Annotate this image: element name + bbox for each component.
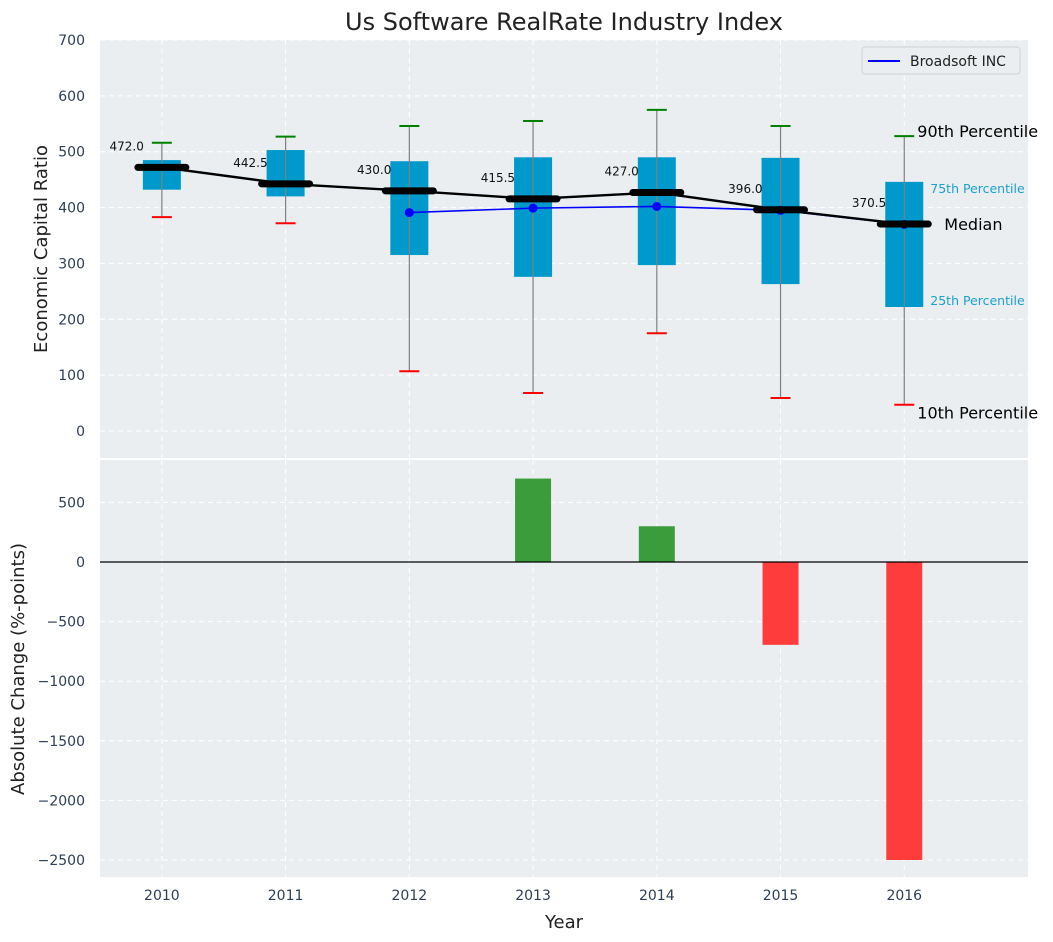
bar-2013 [515,478,552,562]
upper-plot-background [100,40,1028,458]
legend-entry-label: Broadsoft INC [910,54,1006,70]
p75-annotation: 75th Percentile [930,181,1025,196]
x-tick-label: 2016 [886,888,922,904]
upper-y-tick-label: 300 [58,256,85,272]
lower-y-tick-label: 0 [76,555,85,571]
bar-2014 [638,526,675,562]
bar-series [515,478,923,860]
upper-y-tick-label: 500 [58,145,85,161]
x-axis-label: Year [544,912,584,933]
x-tick-label: 2010 [144,888,180,904]
lower-y-axis-label: Absolute Change (%-points) [8,543,29,795]
x-ticks: 2010 2011 2012 2013 2014 2015 2016 [144,888,922,904]
median-annotation: Median [944,215,1002,234]
p10-annotation: 10th Percentile [917,404,1038,423]
broadsoft-point [652,201,662,211]
chart-title: Us Software RealRate Industry Index [345,8,783,36]
p90-annotation: 90th Percentile [917,122,1038,141]
legend: Broadsoft INC [861,46,1021,75]
median-value-label: 430.0 [357,163,391,177]
upper-y-tick-label: 400 [58,201,85,217]
lower-y-tick-label: −500 [47,615,85,631]
median-value-label: 415.5 [481,171,515,185]
upper-boxplot-axes: 0 100 200 300 400 500 600 700 472.0 442.5 430.0 41… [31,33,1038,458]
legend-box [861,46,1021,75]
x-tick-label: 2011 [268,888,304,904]
upper-y-ticks: 0 100 200 300 400 500 600 700 [58,33,85,440]
bar-2016 [886,562,923,860]
median-point-2016 [900,220,909,229]
median-value-label: 442.5 [233,156,267,170]
x-tick-label: 2013 [515,888,551,904]
median-value-label: 396.0 [728,182,762,196]
upper-y-tick-label: 0 [76,424,85,440]
broadsoft-point [528,203,538,213]
lower-y-tick-label: −1500 [38,734,85,750]
lower-plot-background [100,460,1028,877]
p25-annotation: 25th Percentile [930,293,1025,308]
upper-y-axis-label: Economic Capital Ratio [31,145,52,353]
x-tick-label: 2014 [639,888,675,904]
lower-y-tick-label: −1000 [38,674,85,690]
lower-y-ticks: 500 0 −500 −1000 −1500 −2000 −2500 [38,495,85,869]
upper-y-tick-label: 600 [58,89,85,105]
line-series: 472.0 442.5 430.0 415.5 427.0 396.0 370.5 [110,139,932,229]
median-value-label: 427.0 [604,164,638,178]
lower-y-tick-label: 500 [58,495,85,511]
x-tick-label: 2015 [763,888,799,904]
lower-grid [100,460,1028,877]
upper-y-tick-label: 200 [58,312,85,328]
annotations: 90th Percentile 75th Percentile Median 25th… [917,122,1038,423]
x-tick-label: 2012 [392,888,428,904]
broadsoft-point [404,208,414,218]
median-value-label: 472.0 [110,139,144,153]
lower-y-tick-label: −2000 [38,793,85,809]
upper-y-tick-label: 700 [58,33,85,49]
box-series [142,108,924,406]
bar-2015 [762,562,799,645]
lower-y-tick-label: −2500 [38,853,85,869]
upper-y-tick-label: 100 [58,368,85,384]
median-value-label: 370.5 [852,196,886,210]
